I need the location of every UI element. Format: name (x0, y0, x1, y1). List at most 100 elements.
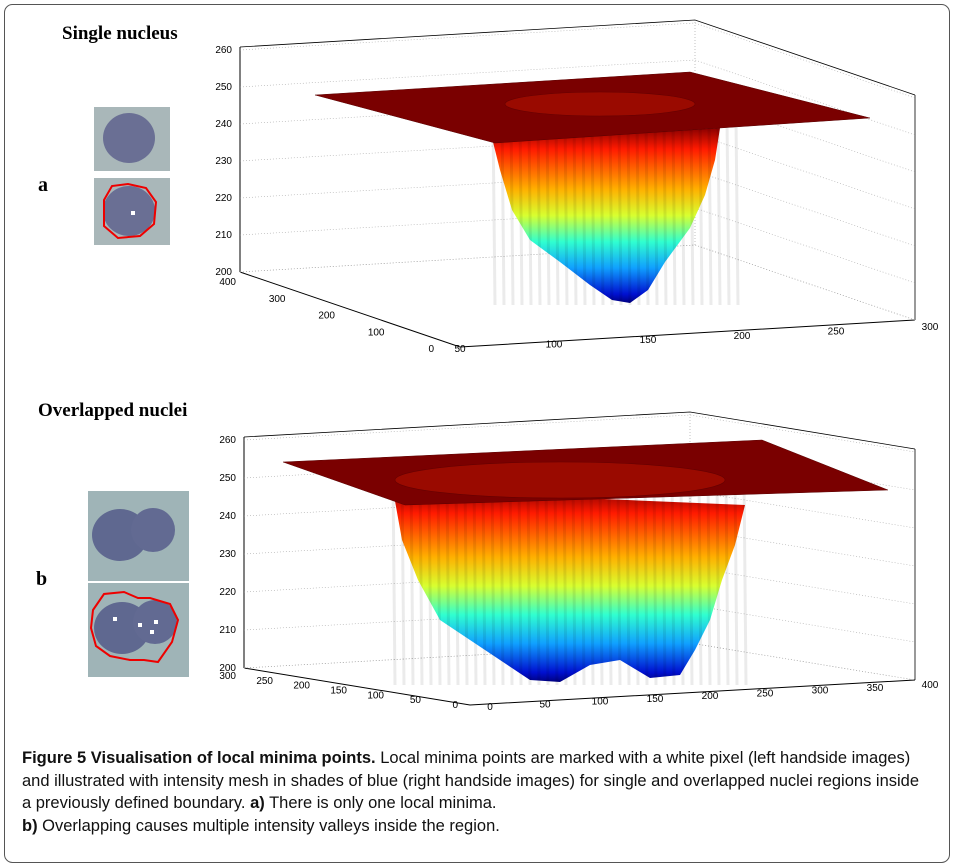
surface-streak (679, 477, 685, 686)
surface-streak (391, 477, 397, 686)
surface-streak (509, 119, 515, 306)
surface-streak (598, 477, 604, 686)
caption-text: Local minima points are marked with a wh… (22, 749, 920, 812)
depth-tick-label: 50 (410, 695, 422, 706)
surface-hole (504, 91, 696, 117)
z-tick-label: 230 (219, 549, 236, 560)
surface-streak (670, 477, 676, 686)
surface-streak (463, 477, 469, 686)
z-tick-label: 240 (219, 511, 236, 522)
caption-b-label: b) (22, 816, 38, 835)
depth-tick-label: 0 (452, 700, 458, 711)
surface-streak (608, 119, 614, 306)
surface-streak (707, 119, 713, 306)
surface-streak (418, 477, 424, 686)
x-tick-label: 150 (640, 335, 657, 346)
surface-streak (400, 477, 406, 686)
x-tick-label: 200 (702, 691, 719, 702)
nuclei-thumbnails (88, 491, 189, 677)
figure-caption: Figure 5 Visualisation of local minima p… (22, 747, 922, 837)
surface-streak (472, 477, 478, 686)
surface-streak (697, 477, 703, 686)
surface-streak (571, 477, 577, 686)
surface-streak (535, 477, 541, 686)
x-tick-label: 350 (867, 683, 884, 694)
surface-streak (634, 477, 640, 686)
x-tick-label: 300 (922, 322, 939, 333)
depth-tick-label: 300 (269, 294, 286, 305)
caption-title: Visualisation of local minima points. (90, 749, 376, 767)
box-frame (239, 271, 916, 348)
z-tick-label: 230 (215, 156, 232, 167)
surface-streak (563, 119, 569, 306)
x-tick-label: 200 (734, 331, 751, 342)
surface-streak (616, 477, 622, 686)
surface-streak (454, 477, 460, 686)
surface-streak (572, 119, 578, 306)
surface-streak (589, 477, 595, 686)
surface-streak (536, 119, 542, 306)
box-frame (243, 667, 916, 706)
surface-valley (393, 490, 745, 682)
surface-streak (724, 477, 730, 686)
surface-streak (581, 119, 587, 306)
depth-tick-label: 100 (367, 690, 384, 701)
surface-streak (554, 119, 560, 306)
surface-streak (518, 119, 524, 306)
x-tick-label: 100 (546, 340, 563, 351)
box-frame (243, 411, 916, 450)
x-tick-label: 400 (922, 680, 939, 691)
surface-streak (499, 477, 505, 686)
depth-tick-label: 150 (330, 686, 347, 697)
surface-streak (491, 119, 497, 306)
z-tick-label: 220 (215, 193, 232, 204)
x-tick-label: 250 (828, 326, 845, 337)
z-tick-label: 200 (215, 267, 232, 278)
box-frame (239, 19, 916, 96)
depth-tick-label: 0 (428, 344, 434, 355)
surface-streak (644, 119, 650, 306)
x-tick-label: 300 (812, 686, 829, 697)
z-tick-label: 220 (219, 587, 236, 598)
x-tick-label: 50 (539, 699, 551, 710)
surface-streak (680, 119, 686, 306)
surface-streak (698, 119, 704, 306)
surface-streak (508, 477, 514, 686)
surface-streak (661, 477, 667, 686)
surface-streak (688, 477, 694, 686)
surface-streak (445, 477, 451, 686)
surface-streak (715, 477, 721, 686)
surface-streak (716, 119, 722, 306)
surface-streak (553, 477, 559, 686)
depth-tick-label: 100 (368, 327, 385, 338)
surface-streak (436, 477, 442, 686)
surface-streak (607, 477, 613, 686)
caption-a-label: a) (250, 794, 265, 812)
z-tick-label: 250 (219, 473, 236, 484)
surface-streak (527, 119, 533, 306)
surface-streak (652, 477, 658, 686)
surface-streak (490, 477, 496, 686)
caption-label: Figure 5 (22, 749, 87, 767)
surface-valley (493, 128, 720, 303)
surface-streak (625, 477, 631, 686)
z-tick-label: 260 (219, 435, 236, 446)
surface-streak (635, 119, 641, 306)
depth-tick-label: 200 (293, 681, 310, 692)
z-tick-label: 200 (219, 663, 236, 674)
surface-streak (481, 477, 487, 686)
surface-streak (517, 477, 523, 686)
surface-streak (725, 119, 731, 306)
x-tick-label: 0 (487, 702, 493, 713)
surface-streak (500, 119, 506, 306)
panel-letter: a (38, 174, 48, 196)
surface-streak (626, 119, 632, 306)
nucleus-thumbnails (94, 107, 170, 245)
surface-streak (734, 119, 740, 306)
surface-streak (662, 119, 668, 306)
caption-a-text: There is only one local minima. (269, 794, 497, 812)
figure-border (4, 4, 950, 863)
surface-streak (545, 119, 551, 306)
surface-streak (653, 119, 659, 306)
surface-streak (599, 119, 605, 306)
